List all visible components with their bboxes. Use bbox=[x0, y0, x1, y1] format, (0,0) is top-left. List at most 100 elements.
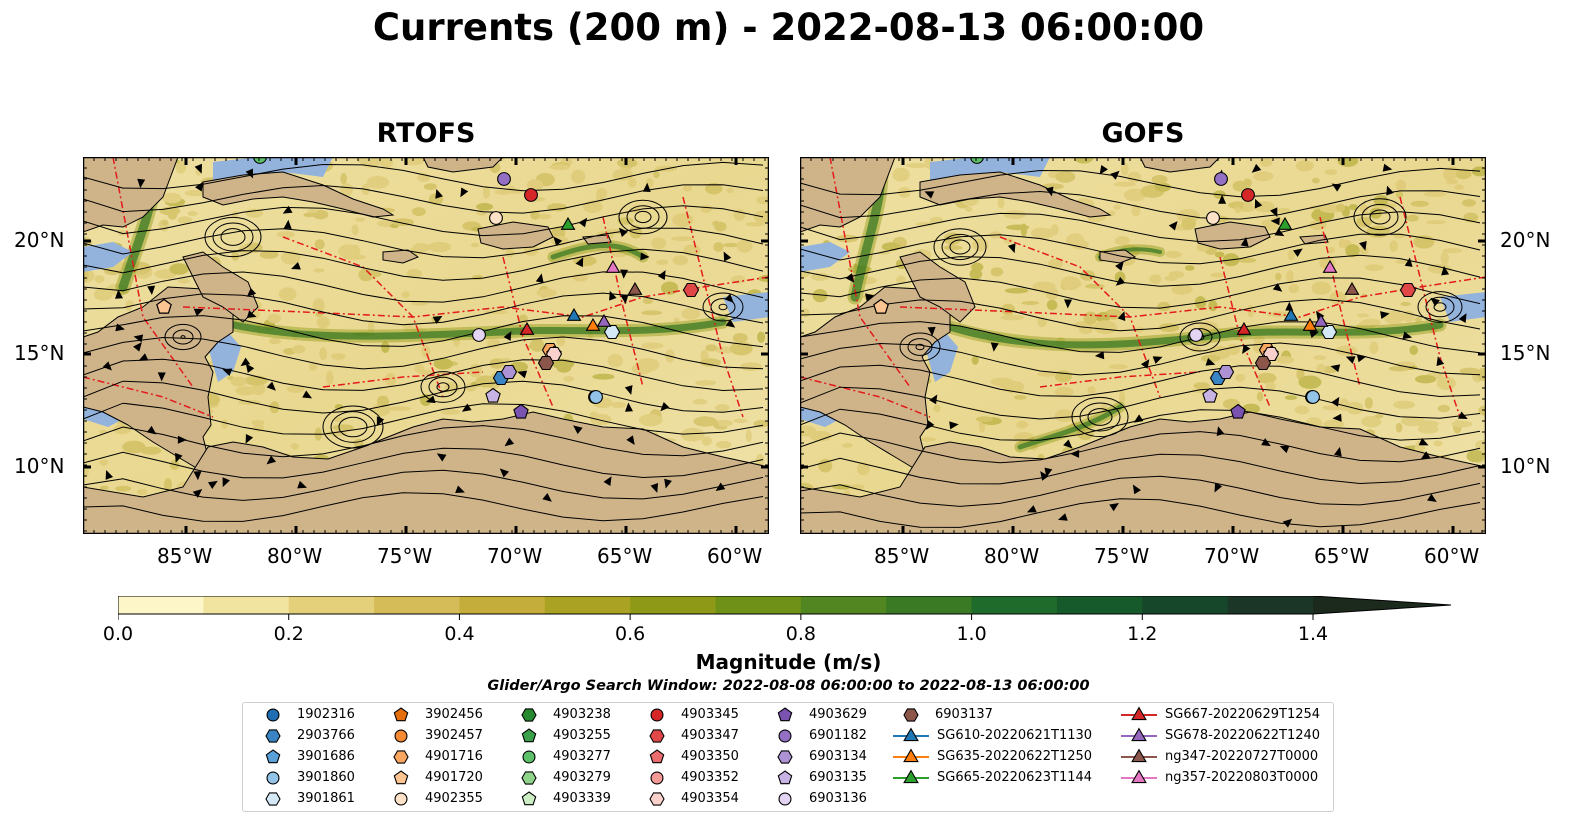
marker-4903347 bbox=[1399, 282, 1417, 298]
marker-SG665-20220623T1144 bbox=[560, 216, 576, 230]
legend-label: 4903238 bbox=[553, 707, 611, 722]
marker-4901720 bbox=[156, 298, 172, 314]
map-ticks bbox=[800, 157, 1486, 534]
marker-6903136 bbox=[1189, 328, 1203, 342]
legend-marker-icon bbox=[777, 770, 793, 785]
colorbar-tick-label: 0.0 bbox=[102, 623, 134, 645]
legend-marker-icon bbox=[1121, 727, 1157, 742]
legend-marker-icon bbox=[394, 729, 408, 743]
legend-marker-icon bbox=[521, 771, 537, 785]
marker-SG678-20220622T1240 bbox=[1313, 313, 1329, 327]
marker-ng357-20220803T0000 bbox=[1322, 259, 1338, 273]
colorbar-tick-label: 1.2 bbox=[1127, 623, 1158, 645]
map-frame bbox=[800, 157, 1486, 534]
marker-SG610-20220621T1130 bbox=[566, 307, 582, 321]
legend-label: 4903629 bbox=[809, 707, 867, 722]
legend-label: 3902457 bbox=[425, 728, 483, 743]
legend-label: 4902355 bbox=[425, 791, 483, 806]
colorbar-segment bbox=[544, 596, 631, 614]
marker-SG635-20220622T1250 bbox=[585, 317, 601, 331]
marker-4902355 bbox=[489, 211, 503, 225]
legend-label: SG667-20220629T1254 bbox=[1165, 707, 1321, 722]
marker-6903136 bbox=[472, 328, 486, 342]
colorbar-tick-label: 0.2 bbox=[273, 623, 304, 645]
legend-label: 4903350 bbox=[681, 749, 739, 764]
lon-tick-label-gofs: 65°W bbox=[1314, 544, 1370, 568]
legend-marker-icon bbox=[265, 792, 281, 806]
colorbar-tick-label: 1.4 bbox=[1297, 623, 1329, 645]
lon-tick-label-rtofs: 65°W bbox=[597, 544, 653, 568]
lon-tick-label-rtofs: 85°W bbox=[157, 544, 213, 568]
colorbar-tick-label: 0.4 bbox=[444, 623, 475, 645]
legend-label: 3901686 bbox=[297, 749, 355, 764]
legend-label: 1902316 bbox=[297, 707, 355, 722]
legend-marker-icon bbox=[777, 750, 793, 764]
legend-marker-icon bbox=[649, 792, 665, 806]
legend-marker-icon bbox=[650, 771, 664, 785]
map-frame bbox=[83, 157, 769, 534]
legend-label: 6901182 bbox=[809, 728, 867, 743]
colorbar-segment bbox=[800, 596, 887, 614]
legend-marker-icon bbox=[521, 708, 537, 722]
marker-4903345 bbox=[524, 188, 538, 202]
legend-marker-icon bbox=[265, 729, 281, 743]
legend-label: 3901861 bbox=[297, 791, 355, 806]
marker-6903135 bbox=[485, 387, 501, 403]
marker-ng347-20220727T0000 bbox=[627, 281, 643, 295]
legend-marker-icon bbox=[266, 708, 280, 722]
legend-marker-icon bbox=[893, 727, 929, 742]
legend-label: 4903339 bbox=[553, 791, 611, 806]
legend-label: 6903137 bbox=[935, 707, 993, 722]
lon-tick-label-gofs: 85°W bbox=[874, 544, 930, 568]
marker-4903629 bbox=[513, 403, 529, 419]
marker-6903134 bbox=[1217, 364, 1235, 380]
legend-marker-icon bbox=[903, 708, 919, 722]
lat-tick-label-right: 10°N bbox=[1500, 454, 1551, 478]
colorbar-segment bbox=[459, 596, 546, 614]
legend-label: 4901720 bbox=[425, 770, 483, 785]
legend-marker-icon bbox=[393, 750, 409, 764]
colorbar-tick-label: 0.8 bbox=[785, 623, 816, 645]
legend-marker-icon bbox=[521, 728, 537, 743]
lat-tick-label-left: 10°N bbox=[14, 454, 65, 478]
lat-tick-label-left: 20°N bbox=[14, 228, 65, 252]
colorbar-tick-label: 1.0 bbox=[956, 623, 987, 645]
lon-tick-label-gofs: 80°W bbox=[984, 544, 1040, 568]
lat-tick-label-left: 15°N bbox=[14, 341, 65, 365]
legend-label: 6903135 bbox=[809, 770, 867, 785]
legend-label: SG610-20220621T1130 bbox=[937, 728, 1093, 743]
panel-title-rtofs: RTOFS bbox=[376, 118, 476, 149]
marker-6903137 bbox=[1254, 355, 1272, 371]
legend-label: 2903766 bbox=[297, 728, 355, 743]
marker-6901182 bbox=[497, 172, 511, 186]
legend-marker-icon bbox=[650, 708, 664, 722]
marker-4902355 bbox=[1206, 211, 1220, 225]
legend-label: ng347-20220727T0000 bbox=[1165, 749, 1319, 764]
lat-tick-label-right: 20°N bbox=[1500, 228, 1551, 252]
colorbar-segment bbox=[374, 596, 460, 614]
legend-label: 4903347 bbox=[681, 728, 739, 743]
legend-label: 4903255 bbox=[553, 728, 611, 743]
legend-label: SG665-20220623T1144 bbox=[937, 770, 1093, 785]
legend: 1902316 2903766 3901686 3901860 3901861 39024… bbox=[242, 702, 1334, 812]
legend-label: 4903352 bbox=[681, 770, 739, 785]
streamline-arrows bbox=[102, 163, 736, 502]
lon-tick-label-gofs: 75°W bbox=[1094, 544, 1150, 568]
legend-label: 4903277 bbox=[553, 749, 611, 764]
figure-title: Currents (200 m) - 2022-08-13 06:00:00 bbox=[372, 6, 1205, 49]
colorbar bbox=[118, 596, 1452, 620]
marker-6903137 bbox=[537, 355, 555, 371]
marker-3901860 bbox=[1306, 390, 1320, 404]
lon-tick-label-gofs: 70°W bbox=[1204, 544, 1260, 568]
colorbar-segment bbox=[1142, 596, 1229, 614]
lon-tick-label-gofs: 60°W bbox=[1424, 544, 1480, 568]
marker-SG667-20220629T1254 bbox=[519, 321, 535, 335]
streamlines bbox=[800, 167, 1481, 528]
map-ticks bbox=[83, 157, 769, 534]
colorbar-segment bbox=[288, 596, 375, 614]
legend-marker-icon bbox=[266, 771, 280, 785]
legend-marker-icon bbox=[1121, 748, 1157, 763]
marker-6901182 bbox=[1214, 172, 1228, 186]
legend-label: SG678-20220622T1240 bbox=[1165, 728, 1321, 743]
colorbar-segment bbox=[630, 596, 716, 614]
